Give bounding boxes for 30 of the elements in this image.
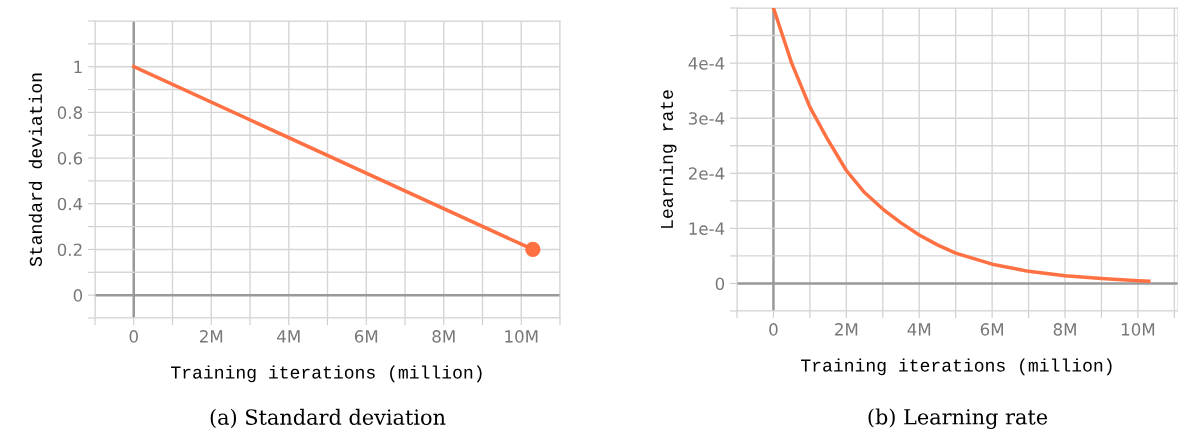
x-tick-label: 6M <box>980 323 1003 336</box>
y-tick-label: 3e-4 <box>688 112 725 125</box>
text: (b) Learning rate <box>868 408 1048 429</box>
y-tick-label: 0.8 <box>57 106 83 119</box>
x-tick-label: 4M <box>907 323 931 336</box>
y-tick-label: 0.2 <box>57 243 82 257</box>
y-tick-label: 1e-4 <box>689 222 725 235</box>
x-tick-label: 10M <box>1121 323 1155 336</box>
x-tick-label: 0 <box>769 323 778 336</box>
y-axis-title: Standard deviation <box>28 73 43 267</box>
x-tick-label: 8M <box>1053 323 1076 336</box>
x-tick-label: 2M <box>199 330 223 343</box>
x-tick-label: 4M <box>277 330 300 343</box>
text: (a) Standard deviation <box>210 408 446 428</box>
x-axis-title: Training iterations (million) <box>801 358 1112 376</box>
y-tick-label: 0 <box>73 289 83 302</box>
x-tick-label: 2M <box>835 323 858 336</box>
y-tick-label: 4e-4 <box>688 57 725 70</box>
y-tick-label: 0 <box>715 277 725 291</box>
x-tick-label: 10M <box>505 330 538 343</box>
y-tick-label: 1 <box>74 60 82 74</box>
x-tick-label: 6M <box>354 330 378 343</box>
y-axis-title: Learning rate <box>659 90 677 228</box>
y-tick-label: 0.6 <box>57 152 83 165</box>
y-tick-label: 0.4 <box>57 197 83 211</box>
x-tick-label: 0 <box>129 330 138 343</box>
x-axis-title: Training iterations (million) <box>171 365 482 383</box>
x-tick-label: 8M <box>432 330 455 343</box>
y-tick-label: 2e-4 <box>688 167 725 180</box>
line-series <box>771 8 1151 283</box>
